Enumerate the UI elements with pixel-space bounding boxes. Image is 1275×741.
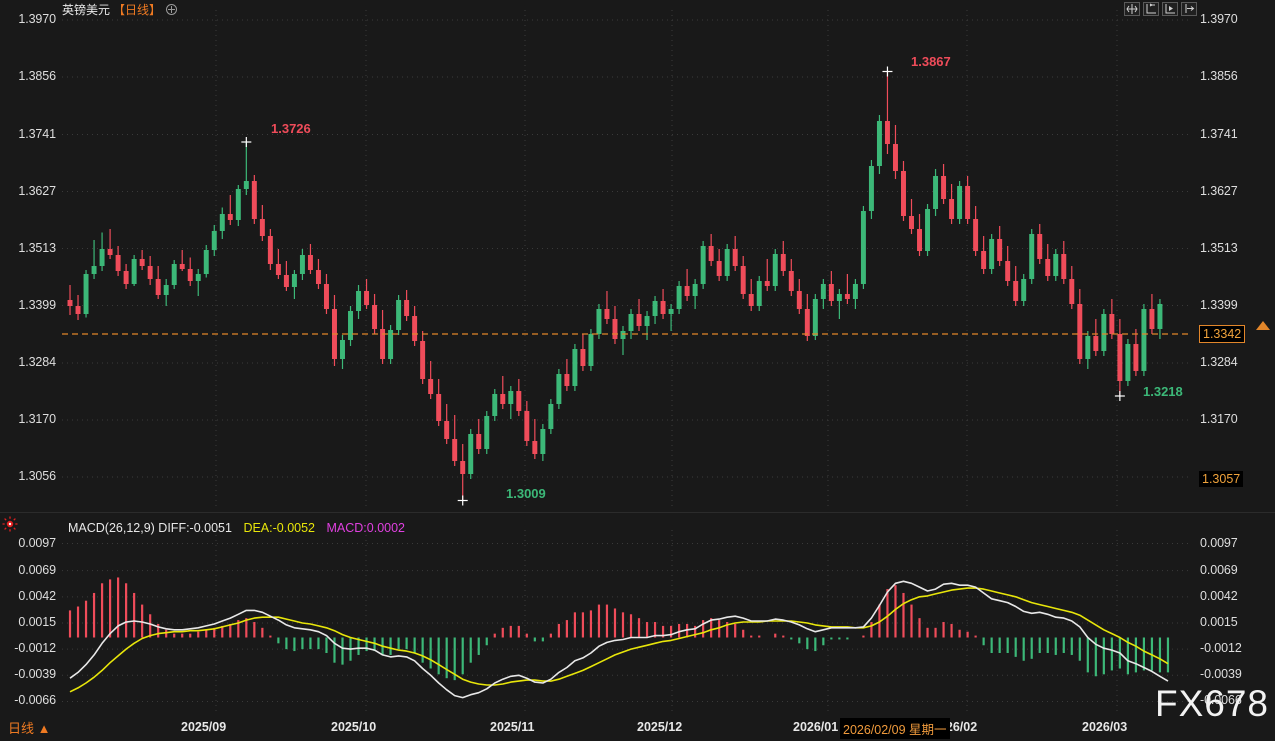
macd-tick-right: 0.0042 — [1200, 588, 1238, 603]
date-tooltip: 2026/02/09 星期一 — [840, 718, 950, 739]
time-tick: 2026/03 — [1082, 720, 1128, 734]
crosshair-tool-icon[interactable] — [1124, 2, 1140, 16]
price-tick-right: 1.3513 — [1200, 240, 1238, 255]
macd-tick-left: 0.0097 — [18, 535, 56, 550]
low-label-2: 1.3218 — [1143, 384, 1183, 399]
macd-tick-right: -0.0012 — [1200, 641, 1242, 656]
record-sun-icon[interactable] — [2, 516, 18, 532]
pane-divider — [0, 512, 1275, 513]
time-tick: 2026/01 — [793, 720, 839, 734]
price-tick-right: 1.3741 — [1200, 126, 1238, 141]
time-axis-bar: 日线 ▲ 2025/09 2025/10 2025/11 2025/12 2026/01… — [0, 715, 1275, 741]
time-tick: 2025/12 — [637, 720, 683, 734]
macd-macd-value: MACD:0.0002 — [326, 521, 406, 535]
macd-tick-right: -0.0039 — [1200, 667, 1242, 682]
price-tick-left: 1.3856 — [18, 69, 56, 83]
price-tick-left: 1.3056 — [18, 469, 56, 483]
current-price-tag[interactable]: 1.3342 — [1199, 325, 1246, 343]
secondary-price-tag[interactable]: 1.3057 — [1199, 470, 1244, 487]
macd-tick-left: 0.0069 — [18, 562, 56, 577]
macd-title: MACD(26,12,9) DIFF:-0.0051 — [68, 521, 232, 535]
macd-tick-right: -0.0066 — [1200, 693, 1242, 708]
exit-icon[interactable] — [1181, 2, 1197, 16]
chart-header: 英镑美元 【日线】 — [0, 0, 1275, 18]
price-tick-left: 1.3970 — [18, 12, 56, 26]
macd-tick-left: 0.0042 — [18, 588, 56, 603]
crosshair-circle-icon[interactable] — [166, 4, 178, 15]
macd-tick-right: 0.0015 — [1200, 614, 1238, 629]
macd-dea-value: DEA:-0.0052 — [243, 521, 316, 535]
symbol-title: 英镑美元 【日线】 — [62, 1, 178, 18]
macd-chart-pane[interactable] — [62, 530, 1192, 715]
price-direction-arrow — [1256, 321, 1270, 330]
measure-left-icon[interactable] — [1143, 2, 1159, 16]
price-chart-pane[interactable] — [62, 10, 1192, 510]
price-tick-right: 1.3856 — [1200, 69, 1238, 83]
macd-tick-left: -0.0039 — [14, 667, 56, 682]
price-tick-left: 1.3513 — [18, 240, 56, 255]
price-tick-left: 1.3170 — [18, 412, 56, 426]
shift-right-icon[interactable] — [1162, 2, 1178, 16]
candlestick-plot — [62, 10, 1192, 510]
macd-tick-left: -0.0066 — [14, 693, 56, 708]
period-badge[interactable]: 日线 ▲ — [8, 721, 51, 736]
macd-tick-left: -0.0012 — [14, 641, 56, 656]
macd-tick-left: 0.0015 — [18, 614, 56, 629]
price-tick-right: 1.3399 — [1200, 297, 1238, 312]
macd-tick-right: 0.0069 — [1200, 562, 1238, 577]
time-tick: 2025/09 — [181, 720, 227, 734]
low-label-1: 1.3009 — [506, 486, 546, 501]
high-label-1: 1.3726 — [271, 121, 311, 136]
symbol-name: 英镑美元 — [62, 3, 111, 17]
price-tick-right: 1.3970 — [1200, 12, 1238, 26]
chart-toolbar — [1124, 2, 1197, 16]
macd-plot — [62, 530, 1192, 715]
price-tick-left: 1.3627 — [18, 183, 56, 198]
price-tick-left: 1.3284 — [18, 355, 56, 369]
price-tick-left: 1.3399 — [18, 297, 56, 312]
price-tick-right: 1.3284 — [1200, 355, 1238, 369]
symbol-period: 【日线】 — [113, 3, 162, 17]
time-tick: 2025/11 — [490, 720, 535, 734]
watermark: FX678 — [1154, 683, 1269, 724]
macd-tick-right: 0.0097 — [1200, 535, 1238, 550]
price-tick-right: 1.3170 — [1200, 412, 1238, 426]
macd-indicator-header: MACD(26,12,9) DIFF:-0.0051 DEA:-0.0052 M… — [68, 521, 413, 535]
high-label-2: 1.3867 — [911, 54, 951, 69]
price-tick-left: 1.3741 — [18, 126, 56, 141]
time-tick: 2025/10 — [331, 720, 377, 734]
price-tick-right: 1.3627 — [1200, 183, 1238, 198]
